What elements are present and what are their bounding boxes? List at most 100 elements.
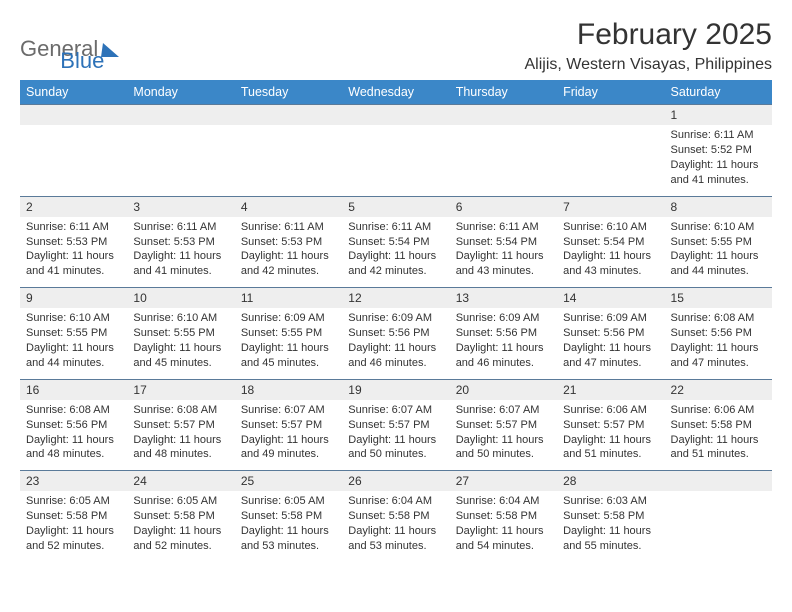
day-body: Sunrise: 6:04 AMSunset: 5:58 PMDaylight:… xyxy=(342,491,449,561)
day-body xyxy=(665,491,772,502)
day-body xyxy=(127,125,234,136)
day-number: 16 xyxy=(20,379,127,400)
sunrise-text: Sunrise: 6:10 AM xyxy=(133,311,228,326)
sunrise-text: Sunrise: 6:07 AM xyxy=(348,403,443,418)
day-body: Sunrise: 6:07 AMSunset: 5:57 PMDaylight:… xyxy=(450,400,557,470)
sunrise-text: Sunrise: 6:07 AM xyxy=(241,403,336,418)
day-cell: 25Sunrise: 6:05 AMSunset: 5:58 PMDayligh… xyxy=(235,470,342,562)
daylight-text: Daylight: 11 hours and 46 minutes. xyxy=(348,341,443,371)
sunset-text: Sunset: 5:58 PM xyxy=(563,509,658,524)
sunset-text: Sunset: 5:56 PM xyxy=(671,326,766,341)
daylight-text: Daylight: 11 hours and 43 minutes. xyxy=(456,249,551,279)
dow-sunday: Sunday xyxy=(20,80,127,104)
sunset-text: Sunset: 5:57 PM xyxy=(348,418,443,433)
daylight-text: Daylight: 11 hours and 42 minutes. xyxy=(241,249,336,279)
day-body xyxy=(235,125,342,136)
sunset-text: Sunset: 5:56 PM xyxy=(456,326,551,341)
title-block: February 2025 Alijis, Western Visayas, P… xyxy=(524,18,772,74)
sunrise-text: Sunrise: 6:04 AM xyxy=(456,494,551,509)
sunset-text: Sunset: 5:53 PM xyxy=(26,235,121,250)
sunset-text: Sunset: 5:53 PM xyxy=(241,235,336,250)
day-number: 8 xyxy=(665,196,772,217)
sunset-text: Sunset: 5:58 PM xyxy=(348,509,443,524)
daylight-text: Daylight: 11 hours and 41 minutes. xyxy=(26,249,121,279)
sunrise-text: Sunrise: 6:07 AM xyxy=(456,403,551,418)
day-cell: 27Sunrise: 6:04 AMSunset: 5:58 PMDayligh… xyxy=(450,470,557,562)
day-cell: 16Sunrise: 6:08 AMSunset: 5:56 PMDayligh… xyxy=(20,379,127,471)
sunrise-text: Sunrise: 6:10 AM xyxy=(563,220,658,235)
sunrise-text: Sunrise: 6:04 AM xyxy=(348,494,443,509)
day-cell: 7Sunrise: 6:10 AMSunset: 5:54 PMDaylight… xyxy=(557,196,664,288)
day-cell: 24Sunrise: 6:05 AMSunset: 5:58 PMDayligh… xyxy=(127,470,234,562)
day-cell xyxy=(127,104,234,196)
daylight-text: Daylight: 11 hours and 47 minutes. xyxy=(563,341,658,371)
sunset-text: Sunset: 5:57 PM xyxy=(563,418,658,433)
sunrise-text: Sunrise: 6:09 AM xyxy=(456,311,551,326)
day-cell: 12Sunrise: 6:09 AMSunset: 5:56 PMDayligh… xyxy=(342,287,449,379)
day-cell: 8Sunrise: 6:10 AMSunset: 5:55 PMDaylight… xyxy=(665,196,772,288)
daylight-text: Daylight: 11 hours and 44 minutes. xyxy=(26,341,121,371)
day-body: Sunrise: 6:09 AMSunset: 5:55 PMDaylight:… xyxy=(235,308,342,378)
day-body: Sunrise: 6:09 AMSunset: 5:56 PMDaylight:… xyxy=(557,308,664,378)
day-body: Sunrise: 6:10 AMSunset: 5:55 PMDaylight:… xyxy=(20,308,127,378)
sunset-text: Sunset: 5:55 PM xyxy=(26,326,121,341)
week-row: 16Sunrise: 6:08 AMSunset: 5:56 PMDayligh… xyxy=(20,379,772,471)
sunset-text: Sunset: 5:58 PM xyxy=(133,509,228,524)
day-number: 5 xyxy=(342,196,449,217)
sunrise-text: Sunrise: 6:11 AM xyxy=(348,220,443,235)
daylight-text: Daylight: 11 hours and 46 minutes. xyxy=(456,341,551,371)
week-row: 1Sunrise: 6:11 AMSunset: 5:52 PMDaylight… xyxy=(20,104,772,196)
sunrise-text: Sunrise: 6:11 AM xyxy=(456,220,551,235)
sunset-text: Sunset: 5:58 PM xyxy=(456,509,551,524)
day-number: 3 xyxy=(127,196,234,217)
day-body: Sunrise: 6:10 AMSunset: 5:55 PMDaylight:… xyxy=(665,217,772,287)
sunset-text: Sunset: 5:57 PM xyxy=(456,418,551,433)
daylight-text: Daylight: 11 hours and 48 minutes. xyxy=(133,433,228,463)
calendar-table: Sunday Monday Tuesday Wednesday Thursday… xyxy=(20,80,772,562)
day-number: 25 xyxy=(235,470,342,491)
daylight-text: Daylight: 11 hours and 43 minutes. xyxy=(563,249,658,279)
day-number: 4 xyxy=(235,196,342,217)
day-number: 14 xyxy=(557,287,664,308)
sunset-text: Sunset: 5:56 PM xyxy=(563,326,658,341)
day-number: 27 xyxy=(450,470,557,491)
day-number: 20 xyxy=(450,379,557,400)
day-cell: 28Sunrise: 6:03 AMSunset: 5:58 PMDayligh… xyxy=(557,470,664,562)
daylight-text: Daylight: 11 hours and 53 minutes. xyxy=(348,524,443,554)
day-number: 18 xyxy=(235,379,342,400)
day-cell xyxy=(20,104,127,196)
week-row: 9Sunrise: 6:10 AMSunset: 5:55 PMDaylight… xyxy=(20,287,772,379)
day-body: Sunrise: 6:08 AMSunset: 5:57 PMDaylight:… xyxy=(127,400,234,470)
daylight-text: Daylight: 11 hours and 49 minutes. xyxy=(241,433,336,463)
day-body: Sunrise: 6:08 AMSunset: 5:56 PMDaylight:… xyxy=(20,400,127,470)
day-number: 11 xyxy=(235,287,342,308)
sunrise-text: Sunrise: 6:06 AM xyxy=(563,403,658,418)
daylight-text: Daylight: 11 hours and 51 minutes. xyxy=(563,433,658,463)
day-cell: 1Sunrise: 6:11 AMSunset: 5:52 PMDaylight… xyxy=(665,104,772,196)
sunrise-text: Sunrise: 6:08 AM xyxy=(133,403,228,418)
sunrise-text: Sunrise: 6:06 AM xyxy=(671,403,766,418)
day-cell: 15Sunrise: 6:08 AMSunset: 5:56 PMDayligh… xyxy=(665,287,772,379)
daylight-text: Daylight: 11 hours and 51 minutes. xyxy=(671,433,766,463)
day-cell xyxy=(235,104,342,196)
logo: General Blue xyxy=(20,18,104,74)
day-number: 23 xyxy=(20,470,127,491)
day-number xyxy=(665,470,772,491)
day-number: 9 xyxy=(20,287,127,308)
sunrise-text: Sunrise: 6:08 AM xyxy=(26,403,121,418)
day-cell: 10Sunrise: 6:10 AMSunset: 5:55 PMDayligh… xyxy=(127,287,234,379)
day-body: Sunrise: 6:05 AMSunset: 5:58 PMDaylight:… xyxy=(127,491,234,561)
day-cell: 20Sunrise: 6:07 AMSunset: 5:57 PMDayligh… xyxy=(450,379,557,471)
logo-text-blue: Blue xyxy=(60,48,104,74)
day-number: 7 xyxy=(557,196,664,217)
day-number: 28 xyxy=(557,470,664,491)
day-body: Sunrise: 6:07 AMSunset: 5:57 PMDaylight:… xyxy=(235,400,342,470)
daylight-text: Daylight: 11 hours and 42 minutes. xyxy=(348,249,443,279)
sunset-text: Sunset: 5:58 PM xyxy=(241,509,336,524)
dow-wednesday: Wednesday xyxy=(342,80,449,104)
sunset-text: Sunset: 5:54 PM xyxy=(348,235,443,250)
day-cell: 18Sunrise: 6:07 AMSunset: 5:57 PMDayligh… xyxy=(235,379,342,471)
day-body: Sunrise: 6:11 AMSunset: 5:53 PMDaylight:… xyxy=(20,217,127,287)
day-number: 6 xyxy=(450,196,557,217)
sunset-text: Sunset: 5:58 PM xyxy=(671,418,766,433)
